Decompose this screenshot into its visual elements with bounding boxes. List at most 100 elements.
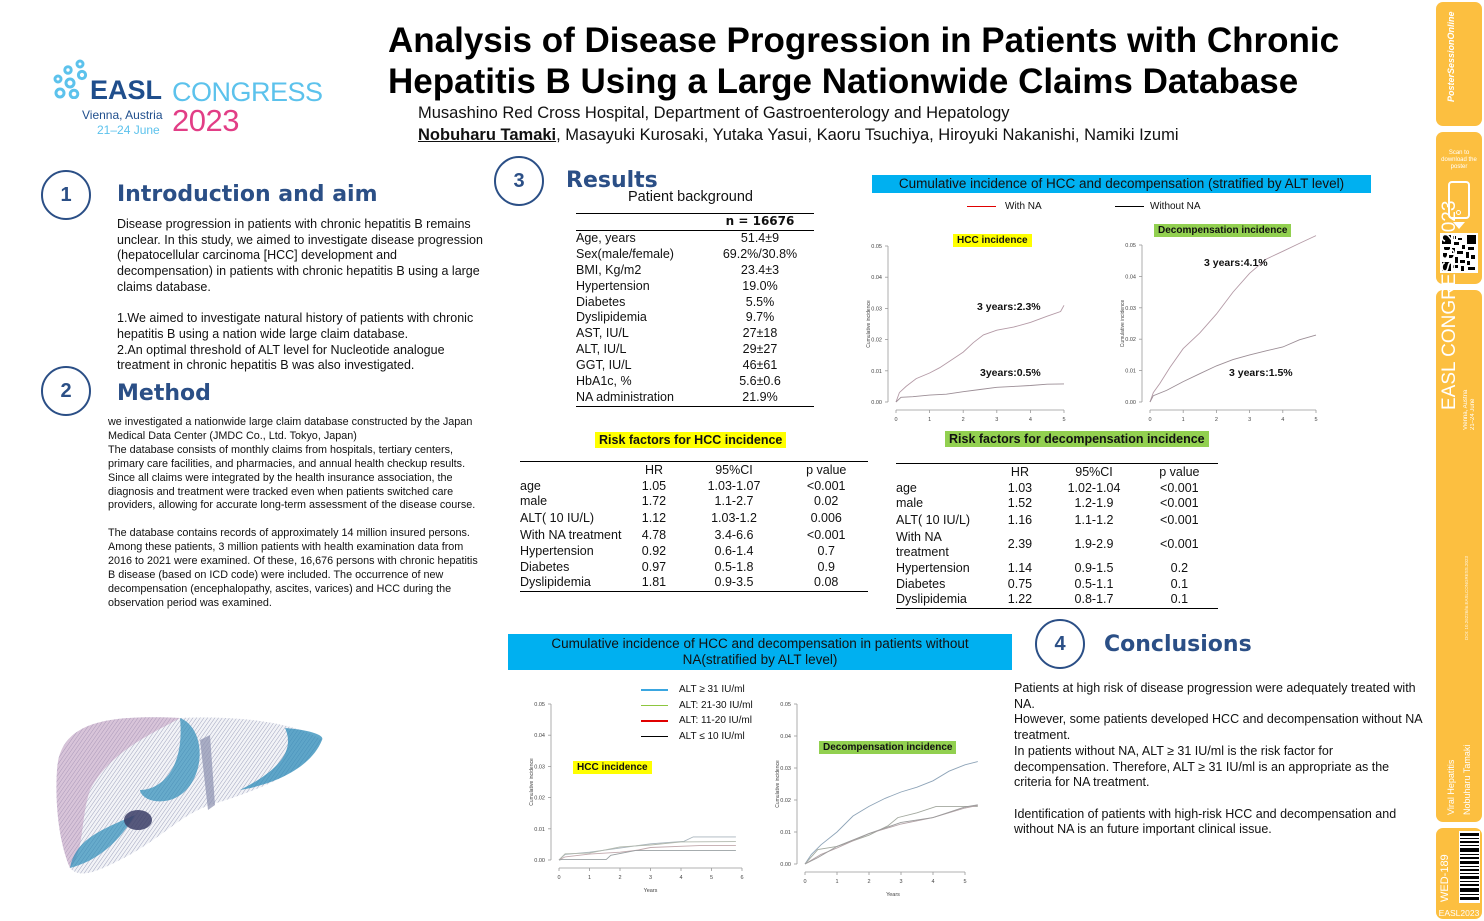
- easl-congress-logo: EASL CONGRESS Vienna, Austria 21–24 June…: [52, 55, 332, 140]
- hr-cell: 1.81: [624, 575, 684, 592]
- title-line-1: Analysis of Disease Progression in Patie…: [388, 21, 1340, 60]
- y-axis-label: Cumulative incidence: [529, 758, 535, 806]
- poster-session-online-badge[interactable]: PosterSessionOnline: [1436, 2, 1482, 126]
- x-axis-label: Years: [644, 888, 658, 894]
- intro-paragraph-1: Disease progression in patients with chr…: [117, 217, 483, 294]
- hr-cell: 4.78: [641, 527, 667, 542]
- author-list: Nobuharu Tamaki, Masayuki Kurosaki, Yuta…: [418, 126, 1179, 145]
- table-row: Hypertension 19.0%: [576, 279, 814, 295]
- poster-id-panel: WED-189 EASL2023: [1436, 828, 1482, 919]
- ci-cell: 3.4-6.6: [714, 527, 754, 542]
- qr-code[interactable]: [1440, 233, 1478, 273]
- legend-label: ALT: 21-30 IU/ml: [679, 699, 753, 711]
- row-label: Hypertension: [576, 278, 650, 293]
- y-tick-label: 0.01: [780, 830, 791, 836]
- column-header: p value: [1140, 463, 1218, 481]
- intro-aim-1: 1.We aimed to investigate natural histor…: [117, 311, 474, 341]
- conclusions-body: Patients at high risk of disease progres…: [1014, 681, 1424, 838]
- results-title: Results: [566, 168, 658, 193]
- series-line-alt-10-iu-ml: [558, 850, 736, 861]
- p-value-cell: 0.1: [1140, 592, 1218, 609]
- column-header: 95%CI: [683, 461, 785, 479]
- x-tick-label: 2: [1215, 417, 1218, 423]
- legend-swatch: [641, 720, 668, 722]
- x-tick-label: 5: [963, 879, 966, 885]
- logo-city: Vienna, Austria: [82, 108, 163, 122]
- hcc-annotation-without-na: 3years:0.5%: [980, 367, 1041, 379]
- barcode: [1459, 831, 1480, 903]
- x-tick-label: 2: [618, 875, 621, 881]
- y-tick-label: 0.03: [780, 766, 791, 772]
- table-row: Sex(male/female) 69.2%/30.8%: [576, 247, 814, 263]
- figure2-banner-line-1: Cumulative incidence of HCC and decompen…: [551, 636, 969, 651]
- hr-cell: 0.92: [641, 544, 667, 558]
- series-line-with-na: [895, 305, 1065, 403]
- table-row: BMI, Kg/m2 23.4±3: [576, 263, 814, 279]
- y-tick-label: 0.00: [1125, 400, 1136, 406]
- factor-cell: male: [520, 494, 548, 508]
- figure2-banner: Cumulative incidence of HCC and decompen…: [508, 634, 1012, 670]
- ci-cell: 1.1-1.2: [1074, 512, 1114, 527]
- ci-cell: 0.9-1.5: [1074, 561, 1114, 575]
- column-header: HR: [992, 463, 1048, 481]
- table-header-row: n = 16676: [576, 213, 814, 231]
- factor-cell: male: [896, 496, 924, 510]
- p-value-cell: <0.001: [1160, 480, 1199, 495]
- p-value-cell: <0.001: [1160, 537, 1199, 552]
- decomp-incidence-tag: Decompensation incidence: [1154, 224, 1292, 237]
- co-authors: , Masayuki Kurosaki, Yutaka Yasui, Kaoru…: [556, 126, 1179, 144]
- conclusions-title: Conclusions: [1104, 632, 1252, 657]
- risk-decomp-table: HR 95%CI p value age 1.03 1.02-1.04 <0.001 male…: [896, 463, 1218, 609]
- conclusion-1: Patients at high risk of disease progres…: [1014, 681, 1416, 711]
- chart-no-na-hcc-incidence: 0.00 0.01 0.02 0.03 0.04 0.05 0 1 2 3 4 5 6 Cumulativ…: [529, 702, 744, 894]
- poster-session-online-label: PosterSessionOnline: [1446, 11, 1456, 102]
- hr-cell: 1.03: [1007, 480, 1033, 495]
- table-row: With NA treatment 2.39 1.9-2.9 <0.001: [896, 529, 1218, 561]
- y-axis-label: Cumulative incidence: [1120, 300, 1126, 348]
- row-label: BMI, Kg/m2: [576, 262, 642, 277]
- column-header: [520, 461, 625, 479]
- hr-cell: 1.14: [1007, 561, 1033, 575]
- y-tick-label: 0.05: [871, 244, 882, 250]
- x-axis-label: Years: [886, 892, 900, 898]
- factor-cell: With NA treatment: [520, 528, 622, 542]
- ci-cell: 0.5-1.8: [714, 559, 754, 574]
- poster-title: Analysis of Disease Progression in Patie…: [388, 20, 1388, 102]
- row-value: 5.6±0.6: [739, 374, 781, 389]
- method-paragraph-4: The database contains records of approxi…: [108, 527, 478, 609]
- legend-item: ALT: 11-20 IU/ml: [641, 713, 753, 729]
- x-tick-label: 0: [1148, 417, 1151, 423]
- ci-cell: 1.1-2.7: [714, 494, 754, 508]
- logo-dates: 21–24 June: [97, 123, 160, 137]
- column-header: p value: [784, 461, 868, 479]
- row-value: 21.9%: [706, 389, 814, 407]
- poster-id: WED-189: [1439, 854, 1451, 902]
- y-tick-label: 0.05: [1125, 243, 1136, 249]
- series-line-with-na: [1149, 235, 1317, 403]
- section-number-3: 3: [494, 156, 544, 206]
- row-label: Age, years: [576, 230, 636, 245]
- intro-aim-2: 2.An optimal threshold of ALT level for …: [117, 342, 445, 373]
- intro-body: Disease progression in patients with chr…: [117, 217, 487, 374]
- table-row: HbA1c, % 5.6±0.6: [576, 374, 814, 390]
- risk-hcc-title: Risk factors for HCC incidence: [595, 432, 787, 448]
- hr-cell: 0.97: [641, 559, 667, 574]
- x-tick-label: 3: [995, 417, 998, 423]
- decomp-annotation-with-na: 3 years:4.1%: [1204, 257, 1268, 269]
- series-line-alt-21-30-iu-ml: [558, 841, 736, 861]
- table-row: Diabetes 0.75 0.5-1.1 0.1: [896, 577, 1218, 593]
- y-tick-label: 0.04: [534, 733, 545, 739]
- y-tick-label: 0.03: [534, 764, 545, 770]
- table-row: male 1.52 1.2-1.9 <0.001: [896, 496, 1218, 512]
- hr-cell: 2.39: [1007, 537, 1033, 552]
- factor-cell: With NA treatment: [896, 530, 949, 559]
- series-line-alt-11-20-iu-ml: [804, 804, 978, 865]
- chart-hcc-incidence: 0.00 0.01 0.02 0.03 0.04 0.05 0 1 2 3 4 5 Cumulative…: [866, 244, 1066, 423]
- sidebar-presenter: Nobuharu Tamaki: [1462, 744, 1472, 815]
- table-row: ALT( 10 IU/L) 1.16 1.1-1.2 <0.001: [896, 512, 1218, 530]
- p-value-cell: <0.001: [806, 478, 846, 493]
- ci-cell: 0.5-1.1: [1074, 576, 1114, 591]
- figure2-legend: ALT ≥ 31 IU/ml ALT: 21-30 IU/ml ALT: 11-20…: [641, 682, 753, 744]
- table-row: ALT, IU/L 29±27: [576, 342, 814, 358]
- scan-to-download-panel[interactable]: Scan to download the poster: [1436, 132, 1482, 284]
